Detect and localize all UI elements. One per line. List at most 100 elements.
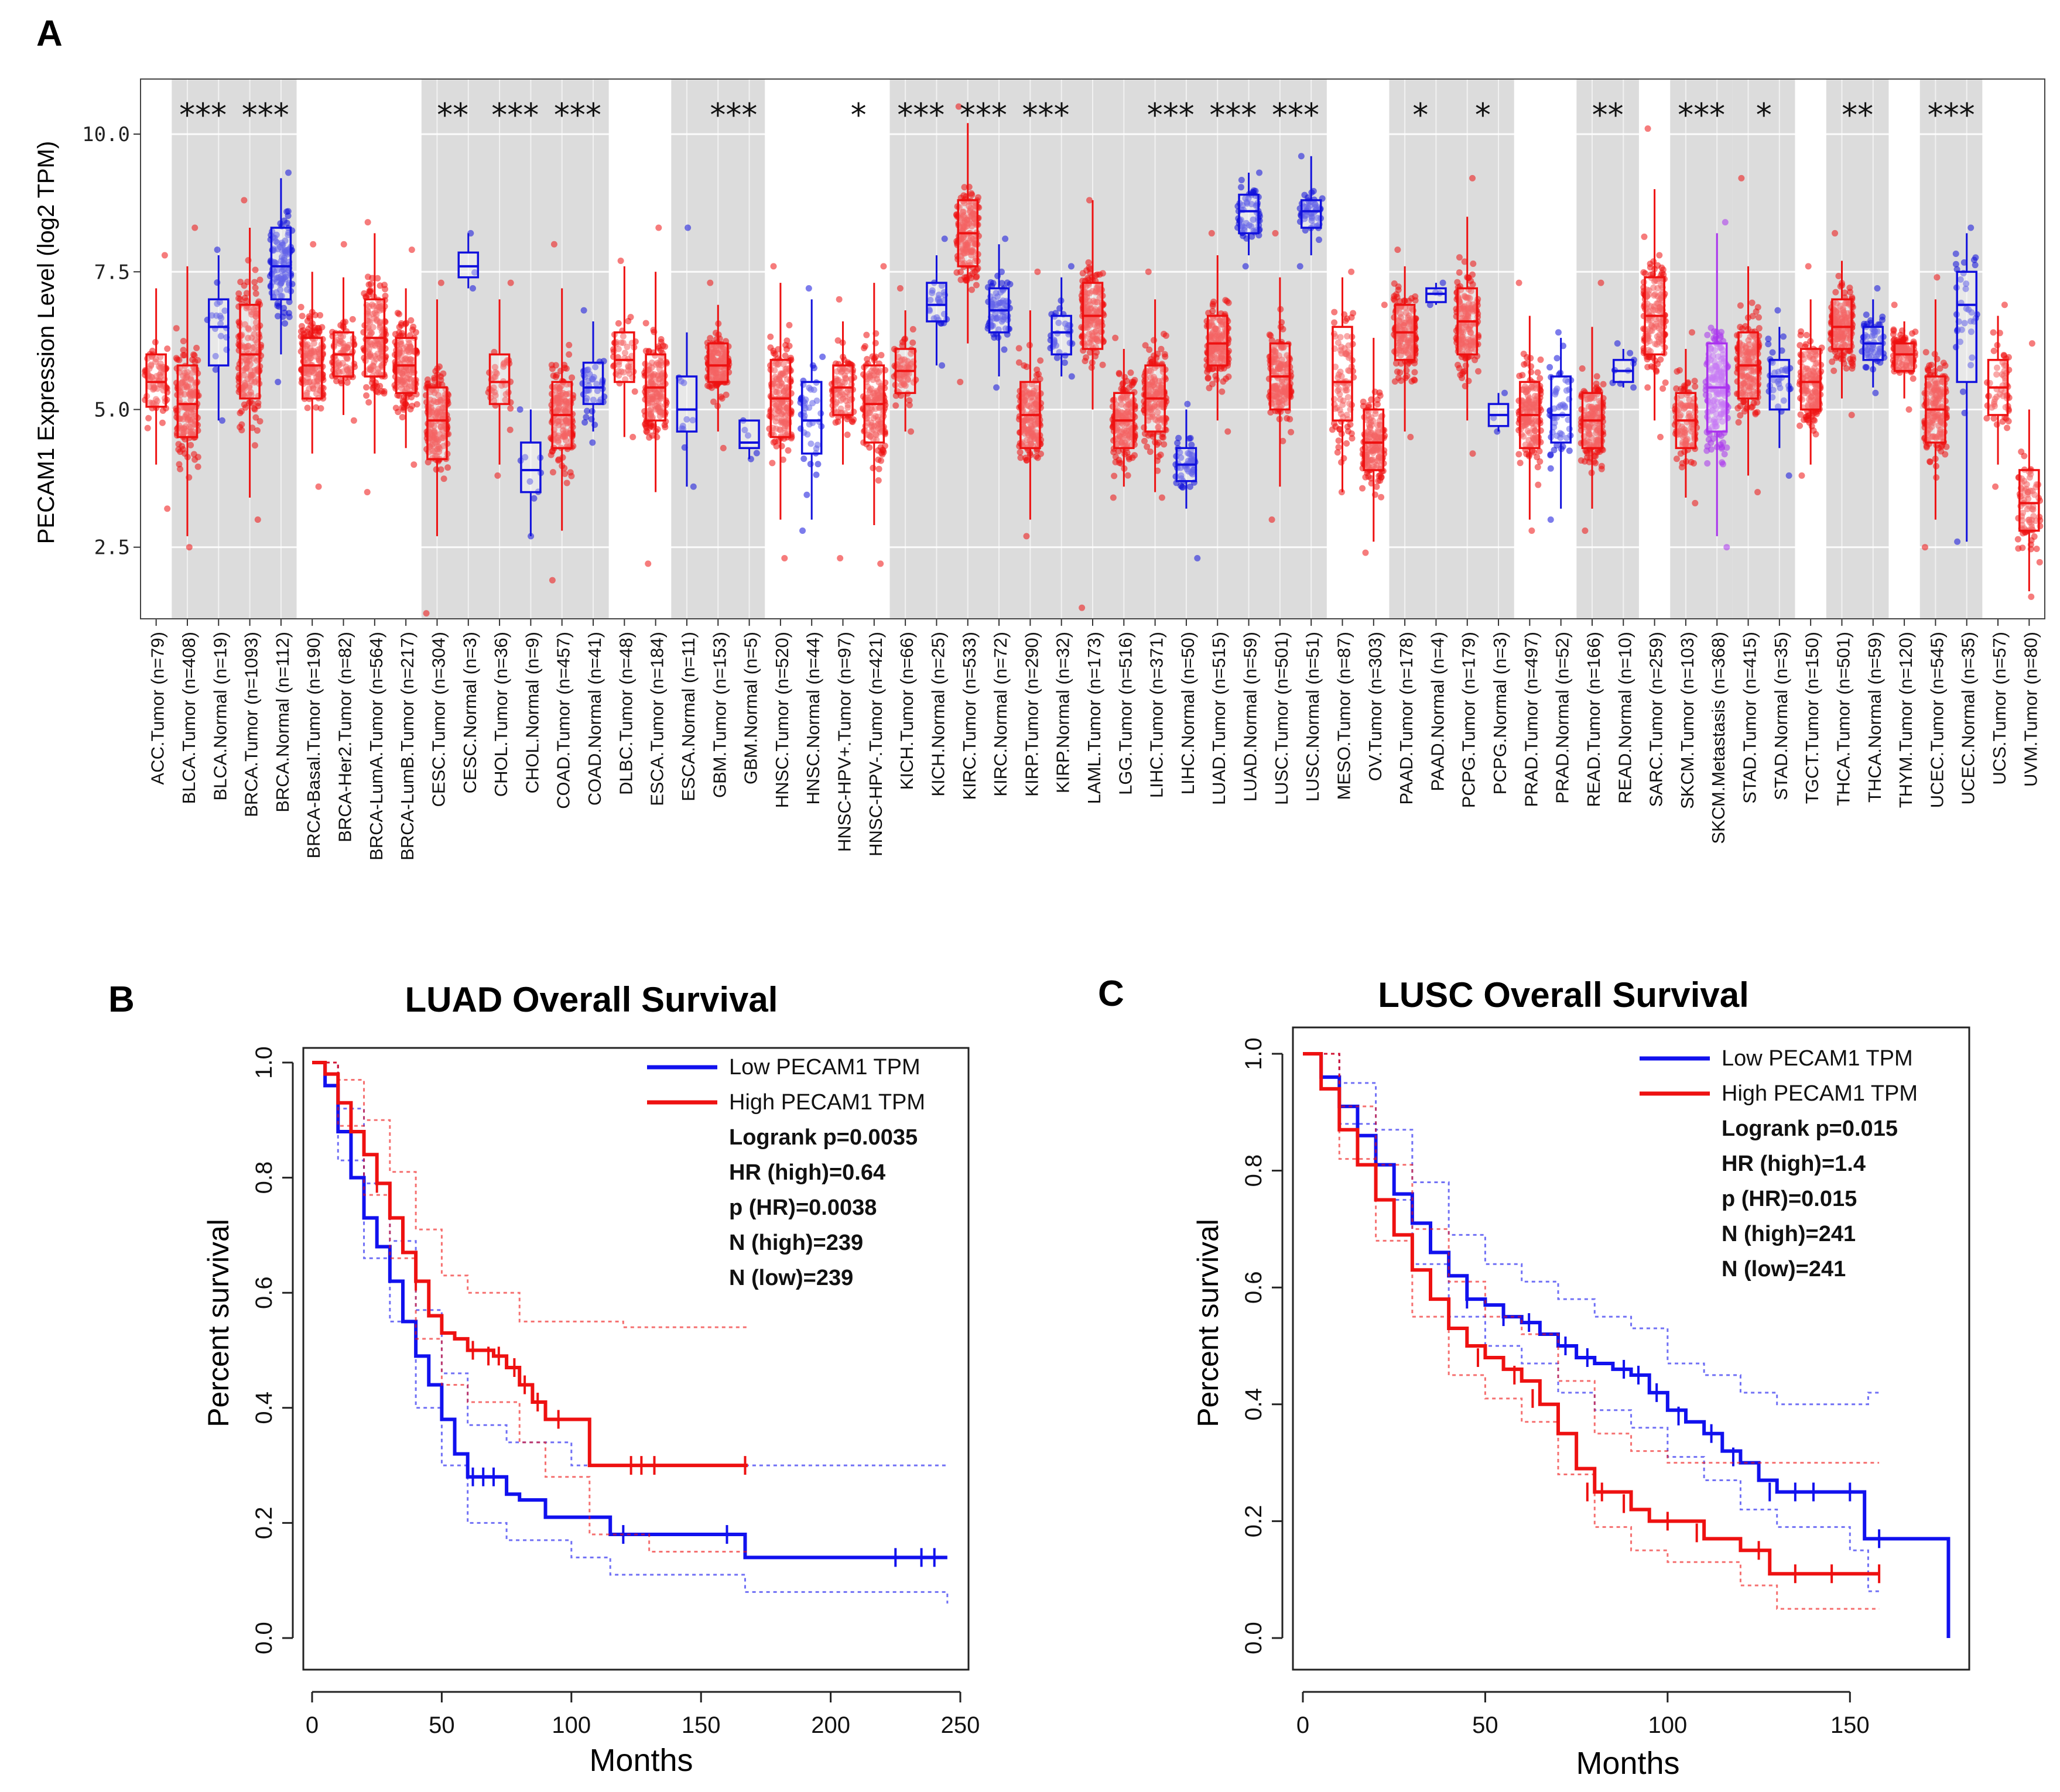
shaded-band <box>172 79 297 619</box>
data-point <box>617 257 624 264</box>
x-tick-label: LIHC.Normal (n=50) <box>1178 632 1198 794</box>
box-iqr <box>1206 314 1229 366</box>
data-point <box>908 428 915 435</box>
x-tick-label: KIRP.Normal (n=32) <box>1053 632 1073 793</box>
data-point <box>437 279 444 286</box>
data-point <box>161 252 168 259</box>
data-point <box>1151 337 1158 344</box>
data-point <box>1206 366 1213 373</box>
data-point <box>1516 372 1523 379</box>
data-point <box>834 337 841 344</box>
data-point <box>364 273 371 280</box>
data-point <box>251 405 258 412</box>
data-point <box>145 414 152 422</box>
x-tick-label: BRCA-LumB.Tumor (n=217) <box>397 632 418 861</box>
data-point <box>382 286 389 293</box>
x-tick-label: BRCA.Normal (n=112) <box>272 632 293 813</box>
data-point <box>275 378 282 385</box>
data-point <box>1061 359 1068 366</box>
data-point <box>189 356 196 363</box>
data-point <box>1494 428 1501 435</box>
x-tick-label: GBM.Normal (n=5) <box>741 632 761 784</box>
data-point <box>413 401 420 408</box>
data-point <box>1334 449 1341 456</box>
data-point <box>1469 174 1476 181</box>
data-point <box>720 444 727 451</box>
data-point <box>423 610 430 617</box>
data-point <box>444 464 451 471</box>
data-point <box>805 285 812 292</box>
data-point <box>973 273 980 280</box>
data-point <box>1116 371 1123 378</box>
data-point <box>193 344 200 351</box>
data-point <box>552 362 559 369</box>
data-point <box>280 259 287 266</box>
data-point <box>364 219 371 226</box>
data-point <box>875 477 882 484</box>
data-point <box>187 429 194 436</box>
data-point <box>1515 279 1522 286</box>
data-point <box>245 326 252 333</box>
data-point <box>280 217 288 224</box>
data-point <box>152 358 159 365</box>
data-point <box>245 334 252 341</box>
data-point <box>349 316 356 323</box>
data-point <box>878 352 885 359</box>
data-point <box>1342 317 1349 324</box>
data-point <box>957 269 964 276</box>
data-point <box>1220 378 1227 385</box>
data-point <box>1517 460 1524 467</box>
x-tick-label: CESC.Tumor (n=304) <box>428 632 449 807</box>
data-point <box>1537 375 1544 382</box>
box-iqr <box>1363 408 1385 471</box>
data-point <box>254 516 261 523</box>
data-point <box>180 431 187 438</box>
data-point <box>1521 361 1528 368</box>
shaded-band <box>1576 79 1639 619</box>
data-point <box>350 417 357 424</box>
data-point <box>344 379 351 386</box>
data-point <box>880 448 887 455</box>
data-point <box>1553 355 1561 362</box>
data-point <box>243 297 250 304</box>
box-group <box>235 197 265 523</box>
box-iqr <box>1425 287 1447 303</box>
data-point <box>1111 472 1118 479</box>
data-point <box>313 404 320 411</box>
data-point <box>365 281 372 288</box>
data-point <box>770 347 777 354</box>
data-point <box>1475 368 1482 375</box>
data-point <box>1127 369 1134 376</box>
data-point <box>1099 361 1106 368</box>
data-point <box>563 479 570 486</box>
data-point <box>315 483 322 490</box>
data-point <box>310 378 317 385</box>
data-point <box>440 475 447 482</box>
data-point <box>880 263 887 270</box>
x-tick-label: HNSC-HPV-.Tumor (n=421) <box>865 632 886 856</box>
data-point <box>241 401 248 408</box>
x-tick-label: COAD.Normal (n=41) <box>584 632 605 806</box>
data-point <box>1023 533 1030 540</box>
data-point <box>875 465 882 472</box>
data-point <box>1472 357 1479 364</box>
data-point <box>177 465 184 472</box>
data-point <box>302 352 309 359</box>
x-tick-label: BLCA.Normal (n=19) <box>210 632 230 801</box>
data-point <box>186 544 193 551</box>
box-iqr <box>176 364 199 438</box>
data-point <box>185 383 192 390</box>
data-point <box>1469 271 1476 278</box>
x-tick-label: PCPG.Tumor (n=179) <box>1459 632 1479 808</box>
data-point <box>1470 261 1477 268</box>
data-point <box>1237 184 1244 191</box>
data-point <box>297 304 304 311</box>
data-point <box>494 472 501 479</box>
data-point <box>629 434 637 441</box>
data-point <box>769 460 776 467</box>
box-iqr <box>1332 325 1353 422</box>
box-iqr <box>239 303 261 400</box>
box-iqr <box>426 386 448 460</box>
data-point <box>252 378 259 385</box>
data-point <box>1535 481 1542 488</box>
